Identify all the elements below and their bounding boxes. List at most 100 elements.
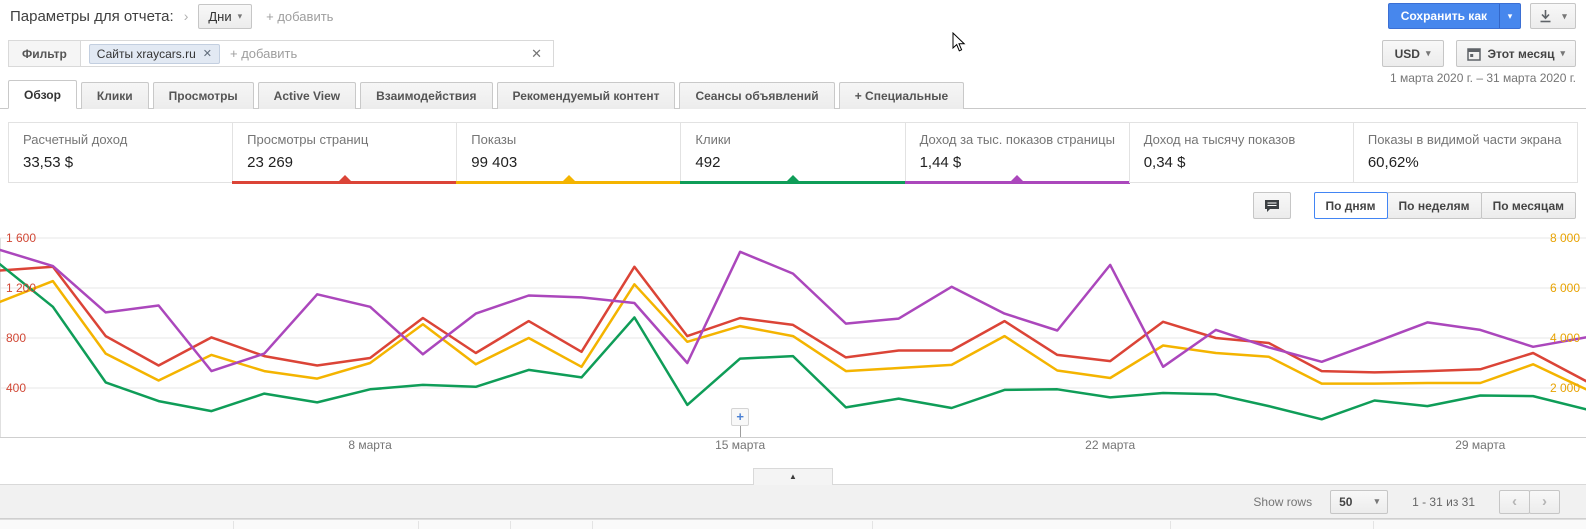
breadcrumb-chevron-icon: › <box>183 8 189 24</box>
svg-text:29 марта: 29 марта <box>1455 438 1505 452</box>
save-as-menu-button[interactable]: ▾ <box>1499 3 1521 29</box>
pagination-range: 1 - 31 из 31 <box>1412 494 1475 509</box>
comment-icon <box>1264 199 1279 212</box>
chevron-left-icon: ‹ <box>1512 493 1517 510</box>
svg-text:400: 400 <box>6 381 26 395</box>
metric-color-underline <box>232 175 458 184</box>
metric-color-underline <box>680 175 906 184</box>
svg-text:1 600: 1 600 <box>6 231 36 245</box>
table-column-divider <box>233 521 234 529</box>
dimension-dropdown[interactable]: Дни ▾ <box>198 3 253 29</box>
calendar-icon <box>1466 47 1481 61</box>
granularity-by-weeks[interactable]: По неделям <box>1386 192 1482 219</box>
granularity-by-months[interactable]: По месяцам <box>1480 192 1576 219</box>
metric-card-page-rpm[interactable]: Доход за тыс. показов страницы 1,44 $ <box>904 122 1130 184</box>
svg-text:8 000: 8 000 <box>1550 231 1580 245</box>
table-column-divider <box>1373 521 1374 529</box>
clear-filters-icon[interactable]: ✕ <box>531 45 542 61</box>
metric-cards: Расчетный доход 33,53 $ Просмотры страни… <box>8 122 1578 184</box>
annotations-button[interactable] <box>1252 192 1291 219</box>
download-icon <box>1540 10 1551 23</box>
table-column-divider <box>418 521 419 529</box>
previous-page-button[interactable]: ‹ <box>1499 489 1530 514</box>
table-toolbar: Show rows 50 ▾ 1 - 31 из 31 ‹ › <box>0 484 1586 519</box>
svg-text:6 000: 6 000 <box>1550 281 1580 295</box>
chevron-down-icon: ▾ <box>1425 48 1431 58</box>
svg-text:1 200: 1 200 <box>6 281 36 295</box>
metric-label: Расчетный доход <box>23 132 128 147</box>
save-as-button[interactable]: Сохранить как <box>1387 3 1499 29</box>
collapse-chart-handle[interactable]: ▲ <box>753 468 833 485</box>
metric-value: 492 <box>695 154 721 171</box>
chevron-right-icon: › <box>1542 493 1547 510</box>
metric-card-estimated-earnings[interactable]: Расчетный доход 33,53 $ <box>8 122 234 183</box>
tab-ad-sessions[interactable]: Сеансы объявлений <box>679 82 835 109</box>
metric-card-impressions[interactable]: Показы 99 403 <box>456 122 682 184</box>
date-range-dropdown[interactable]: Этот месяц ▾ <box>1455 40 1576 67</box>
tab-overview[interactable]: Обзор <box>8 80 77 109</box>
metric-value: 33,53 $ <box>23 154 74 171</box>
rows-per-page-value: 50 <box>1339 494 1353 509</box>
date-range-value: Этот месяц <box>1487 46 1555 61</box>
add-dimension-link[interactable]: + добавить <box>266 8 334 24</box>
annotation-stem <box>740 426 742 437</box>
metric-label: Показы в видимой части экрана <box>1367 132 1562 147</box>
tab-interactions[interactable]: Взаимодействия <box>360 82 493 109</box>
tab-recommended-content[interactable]: Рекомендуемый контент <box>496 82 676 109</box>
chevron-down-icon: ▾ <box>1507 10 1513 21</box>
collapse-up-icon: ▲ <box>789 472 797 481</box>
metric-label: Показы <box>471 132 517 147</box>
table-header-strip <box>0 519 1586 529</box>
report-header: Параметры для отчета: › Дни ▾ + добавить… <box>0 0 1586 32</box>
metric-label: Доход на тысячу показов <box>1143 132 1296 147</box>
metric-value: 1,44 $ <box>919 154 962 171</box>
table-column-divider <box>592 521 593 529</box>
rows-per-page-dropdown[interactable]: 50 ▾ <box>1330 489 1389 514</box>
filter-chip-label: Сайты xraycars.ru <box>96 46 196 61</box>
mouse-cursor <box>952 32 966 52</box>
filter-chip-sites[interactable]: Сайты xraycars.ru ✕ <box>88 43 220 64</box>
chevron-down-icon: ▾ <box>237 10 243 21</box>
tab-active-view[interactable]: Active View <box>257 82 357 109</box>
svg-text:22 марта: 22 марта <box>1085 438 1135 452</box>
download-button[interactable]: ▾ <box>1530 3 1576 29</box>
tab-views[interactable]: Просмотры <box>152 82 254 109</box>
table-column-divider <box>510 521 511 529</box>
table-column-divider <box>1170 521 1171 529</box>
chevron-down-icon: ▾ <box>1560 48 1565 58</box>
metric-label: Клики <box>695 132 731 147</box>
traffic-chart-svg: 400 800 1 200 1 600 2 000 4 000 6 000 8 000 8 ма… <box>0 231 1586 452</box>
metric-card-viewability[interactable]: Показы в видимой части экрана 60,62% <box>1352 122 1578 183</box>
traffic-chart[interactable]: 400 800 1 200 1 600 2 000 4 000 6 000 8 000 8 ма… <box>0 225 1586 455</box>
metric-card-clicks[interactable]: Клики 492 <box>680 122 906 184</box>
tab-custom[interactable]: + Специальные <box>838 82 965 109</box>
annotation-marker[interactable]: + <box>731 408 750 426</box>
currency-dropdown[interactable]: USD ▾ <box>1381 40 1444 67</box>
metric-card-impression-rpm[interactable]: Доход на тысячу показов 0,34 $ <box>1128 122 1354 183</box>
metric-color-underline <box>904 175 1130 184</box>
range-controls: USD ▾ Этот месяц ▾ <box>1381 40 1576 67</box>
add-filter-placeholder[interactable]: + добавить <box>229 46 298 61</box>
metric-value: 23 269 <box>247 154 294 171</box>
metric-value: 60,62% <box>1367 154 1419 171</box>
header-actions: Сохранить как ▾ ▾ <box>1387 3 1576 29</box>
filter-bar: Фильтр Сайты xraycars.ru ✕ + добавить ✕ <box>8 40 554 67</box>
chevron-down-icon: ▾ <box>1374 496 1380 506</box>
next-page-button[interactable]: › <box>1529 489 1560 514</box>
metric-card-page-views[interactable]: Просмотры страниц 23 269 <box>232 122 458 184</box>
date-range-text: 1 марта 2020 г. – 31 марта 2020 г. <box>1390 71 1576 85</box>
metric-color-underline <box>456 175 682 184</box>
filter-label: Фильтр <box>9 41 81 66</box>
chip-remove-icon[interactable]: ✕ <box>202 48 212 60</box>
metric-value: 0,34 $ <box>1143 154 1186 171</box>
metric-label: Просмотры страниц <box>247 132 369 147</box>
chart-controls: По дням По неделям По месяцам <box>1252 192 1576 219</box>
tab-clicks[interactable]: Клики <box>80 82 149 109</box>
granularity-by-days[interactable]: По дням <box>1313 192 1388 219</box>
show-rows-label: Show rows <box>1253 494 1313 509</box>
currency-value: USD <box>1394 46 1420 61</box>
report-tabs: Обзор Клики Просмотры Active View Взаимо… <box>0 80 1586 109</box>
metric-label: Доход за тыс. показов страницы <box>919 132 1115 147</box>
svg-text:2 000: 2 000 <box>1550 381 1580 395</box>
